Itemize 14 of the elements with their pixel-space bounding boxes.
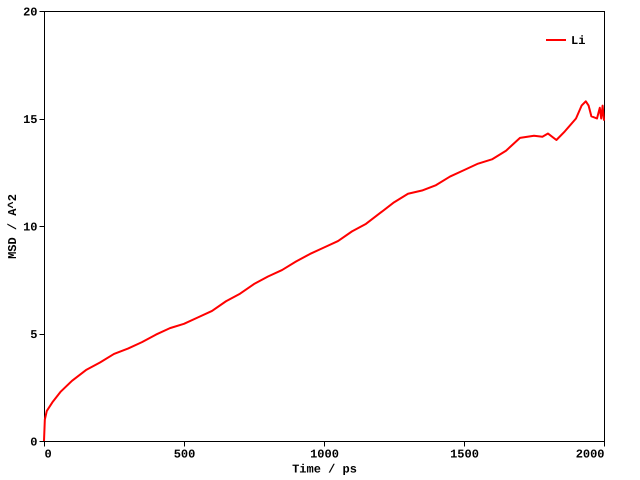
y-tick-label: 10 <box>23 220 38 234</box>
x-tick-label: 500 <box>174 448 196 462</box>
x-tick-label: 2000 <box>576 448 604 462</box>
x-tick-label: 0 <box>44 448 52 462</box>
x-axis-title: Time / ps <box>292 462 357 476</box>
x-tick-label: 1500 <box>450 448 479 462</box>
y-tick-label: 20 <box>23 6 38 20</box>
x-tick-label: 1000 <box>310 448 339 462</box>
y-tick-label: 15 <box>23 113 38 127</box>
y-tick-label: 5 <box>30 328 38 342</box>
y-tick-label: 0 <box>30 436 38 450</box>
line-series <box>43 100 605 442</box>
legend-label: Li <box>571 34 586 48</box>
y-axis-title: MSD / A^2 <box>6 194 20 259</box>
